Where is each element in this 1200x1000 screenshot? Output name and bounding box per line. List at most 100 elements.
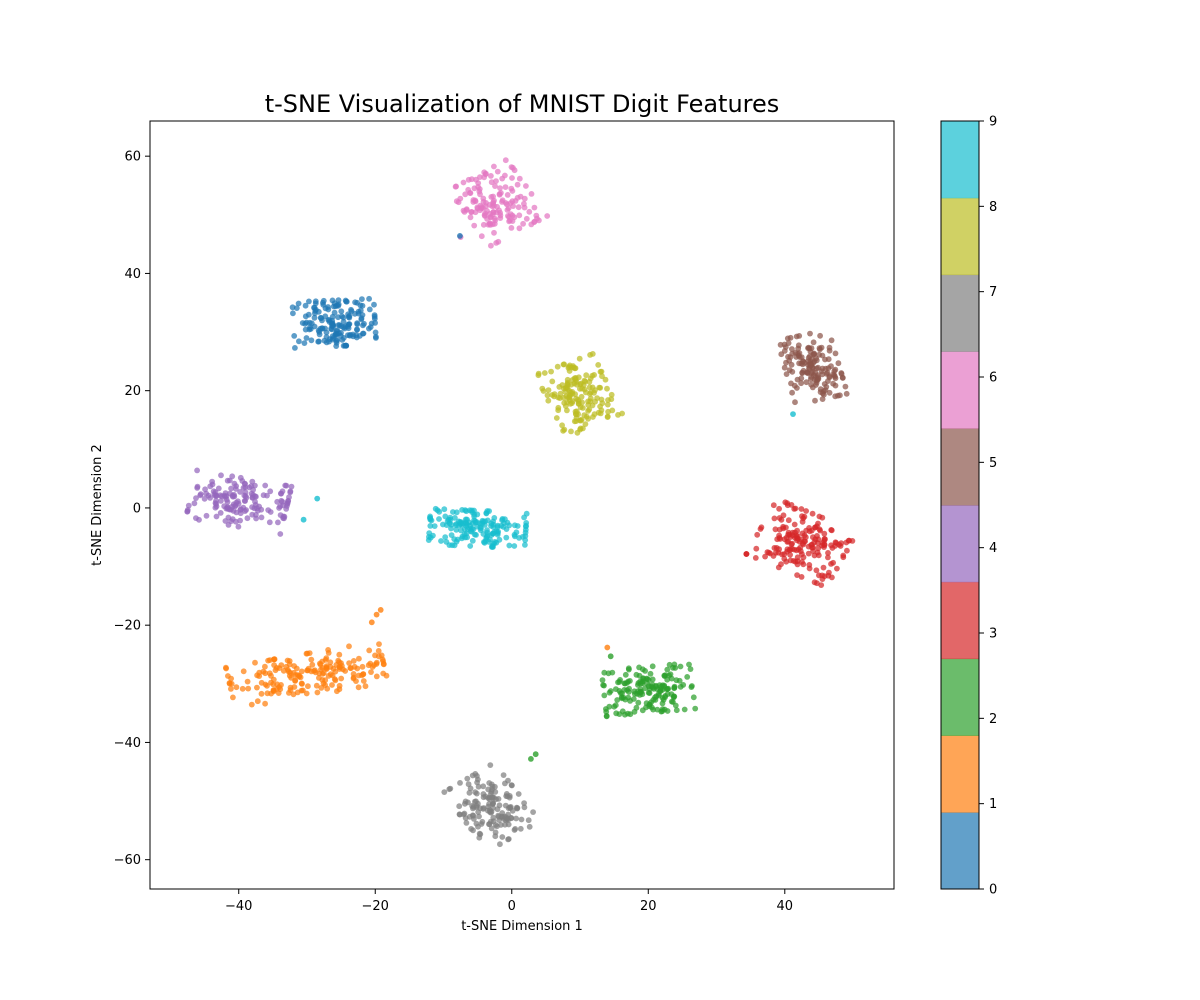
data-point (309, 661, 316, 668)
colorbar-tick-label: 2 (989, 712, 997, 727)
data-point (448, 521, 455, 528)
data-point (303, 690, 310, 697)
colorbar-frame (940, 120, 980, 890)
colorbar-segment (941, 351, 979, 429)
x-tick-label: −20 (362, 899, 389, 914)
data-point (193, 495, 199, 501)
data-point (825, 365, 832, 372)
data-point (556, 384, 563, 390)
data-point (554, 363, 561, 370)
data-point (514, 805, 521, 812)
data-point (333, 343, 340, 349)
data-point (595, 409, 602, 416)
data-point (832, 382, 839, 389)
data-point (583, 372, 590, 379)
data-point (567, 393, 573, 399)
data-point (815, 520, 821, 527)
data-point (835, 360, 842, 367)
x-tick-label: 40 (777, 899, 794, 914)
data-point (265, 507, 272, 513)
data-point (516, 225, 523, 232)
data-point (496, 207, 502, 214)
axes-frame (149, 120, 895, 890)
data-point (526, 823, 533, 830)
data-point (248, 701, 255, 708)
data-point (560, 394, 567, 401)
data-point (491, 539, 498, 545)
data-point (496, 802, 503, 809)
data-point (572, 408, 579, 415)
data-point (781, 364, 788, 371)
data-point (490, 199, 497, 206)
data-point (443, 522, 450, 528)
data-point (329, 333, 336, 340)
data-point (466, 507, 473, 514)
data-point (297, 674, 304, 681)
x-tick-label: −40 (225, 899, 252, 914)
data-point (528, 221, 535, 228)
data-point (268, 672, 274, 679)
data-point (807, 348, 814, 355)
data-point (426, 534, 432, 540)
data-point (565, 365, 572, 371)
colorbar-tick-label: 5 (989, 456, 997, 471)
data-point (348, 665, 354, 672)
data-point (798, 574, 805, 580)
data-point (594, 395, 600, 401)
data-point (783, 524, 789, 531)
data-point (671, 661, 678, 668)
data-point (497, 185, 503, 192)
data-point (495, 238, 502, 245)
colorbar-tick-label: 9 (989, 115, 997, 130)
colorbar-segment (941, 812, 979, 890)
data-point (794, 558, 801, 565)
data-point (504, 192, 511, 198)
outlier-point (532, 751, 539, 758)
data-point (282, 482, 289, 489)
data-point (486, 821, 493, 827)
data-point (545, 397, 552, 404)
data-point (277, 531, 284, 537)
data-point (608, 396, 615, 403)
data-point (659, 706, 666, 713)
data-point (372, 320, 378, 326)
data-point (350, 331, 356, 338)
data-point (805, 550, 812, 557)
data-point (505, 777, 511, 784)
data-point (356, 655, 362, 662)
outlier-point (300, 516, 307, 523)
outlier-point (457, 233, 463, 239)
data-point (239, 685, 246, 692)
data-point (510, 164, 516, 171)
data-point (342, 297, 349, 304)
data-point (806, 565, 813, 572)
data-point (819, 396, 826, 402)
data-point (266, 519, 273, 526)
data-point (797, 544, 804, 551)
data-point (267, 488, 274, 495)
data-point (815, 536, 822, 543)
colorbar-segment (941, 428, 979, 506)
data-point (775, 549, 782, 556)
data-point (258, 690, 265, 697)
data-point (497, 841, 503, 848)
data-point (470, 199, 477, 205)
data-point (521, 200, 527, 207)
data-point (365, 662, 372, 669)
data-point (635, 699, 642, 706)
data-point (511, 543, 518, 549)
data-point (315, 338, 322, 345)
data-point (233, 499, 240, 506)
data-point (502, 184, 509, 191)
data-point (371, 662, 377, 668)
data-point (217, 510, 224, 516)
data-point (832, 539, 839, 546)
data-point (573, 381, 580, 388)
data-point (467, 522, 473, 529)
data-point (475, 809, 482, 815)
data-point (815, 364, 821, 371)
data-point (471, 222, 478, 229)
data-point (280, 513, 287, 520)
data-point (787, 557, 794, 564)
colorbar-segments (941, 121, 979, 890)
